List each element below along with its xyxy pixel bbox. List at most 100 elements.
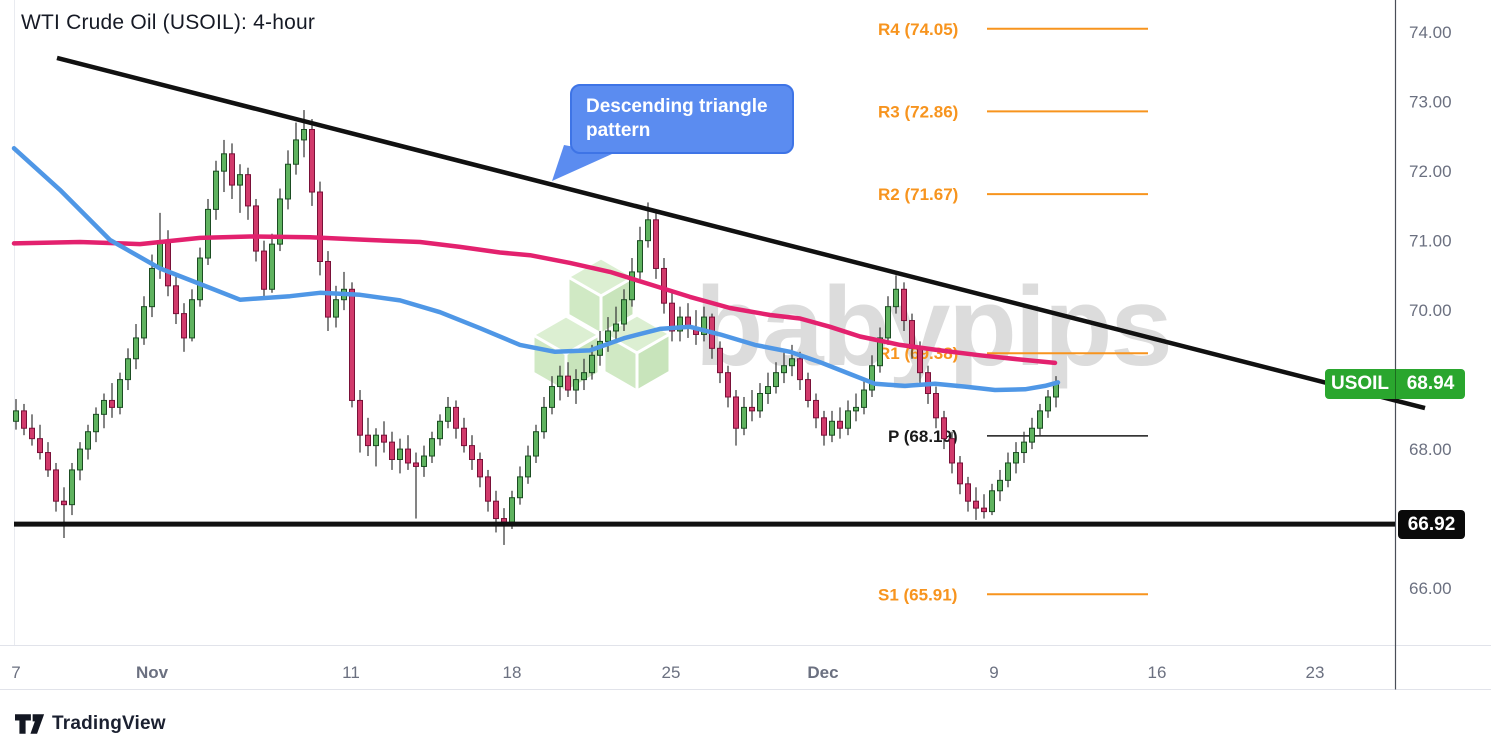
candle-body xyxy=(805,379,811,401)
candle-body xyxy=(797,358,803,381)
candle-body xyxy=(541,406,547,433)
fast-ma-line xyxy=(11,146,1061,393)
candle-body xyxy=(501,518,507,523)
candle-body xyxy=(1037,410,1043,429)
candle-body xyxy=(1053,383,1059,398)
candle-body xyxy=(365,434,371,447)
candle-body xyxy=(853,406,859,412)
candle-body xyxy=(941,417,947,440)
candle-body xyxy=(21,410,27,429)
babypips-watermark: babypips xyxy=(529,256,1173,395)
candle-body xyxy=(285,163,291,200)
candle-body xyxy=(437,420,443,440)
candle-body xyxy=(773,372,779,388)
time-tick-Nov: Nov xyxy=(136,663,169,682)
candle-body xyxy=(469,445,475,461)
candle-body xyxy=(637,240,643,273)
candle-body xyxy=(869,365,875,391)
candle-body xyxy=(837,420,843,429)
candle-body xyxy=(309,128,315,193)
candle-body xyxy=(157,240,163,269)
candle-body xyxy=(733,396,739,429)
pivot-label-s1: S1 (65.91) xyxy=(878,585,957,604)
candle-body xyxy=(125,358,131,381)
candle-body xyxy=(509,497,515,523)
candle-body xyxy=(405,448,411,464)
symbol-price-badge: USOIL 68.94 xyxy=(1325,369,1465,399)
candle-body xyxy=(653,219,659,269)
candle-body xyxy=(573,379,579,391)
price-tick-72.00: 72.00 xyxy=(1409,162,1452,181)
candle-body xyxy=(517,476,523,499)
candle-body xyxy=(109,399,115,408)
candle-body xyxy=(165,240,171,287)
candle-body xyxy=(861,389,867,408)
candle-body xyxy=(821,417,827,436)
candle-body xyxy=(845,410,851,429)
candle-body xyxy=(461,427,467,447)
candle-body xyxy=(293,139,299,165)
candle-body xyxy=(485,476,491,502)
candle-body xyxy=(197,257,203,301)
candle-body xyxy=(13,410,19,422)
time-tick-23: 23 xyxy=(1306,663,1325,682)
candle-body xyxy=(357,399,363,436)
candle-body xyxy=(253,205,259,252)
candle-body xyxy=(613,323,619,332)
candle-body xyxy=(741,406,747,429)
candle-body xyxy=(61,500,67,506)
candle-body xyxy=(37,438,43,454)
candle-body xyxy=(957,462,963,485)
time-tick-16: 16 xyxy=(1148,663,1167,682)
candle-body xyxy=(765,386,771,395)
candle-body xyxy=(93,413,99,433)
candle-body xyxy=(77,448,83,471)
candle-body xyxy=(645,219,651,242)
candle-body xyxy=(381,434,387,443)
price-tick-68.00: 68.00 xyxy=(1409,440,1452,459)
candle-body xyxy=(701,316,707,335)
candle-body xyxy=(101,399,107,415)
candle-body xyxy=(997,479,1003,492)
symbol-badge-value: 68.94 xyxy=(1406,373,1455,394)
candle-body xyxy=(949,438,955,464)
candle-body xyxy=(421,455,427,467)
time-tick-18: 18 xyxy=(503,663,522,682)
tradingview-logo-text: TradingView xyxy=(52,713,166,734)
candle-body xyxy=(53,469,59,502)
candle-body xyxy=(829,420,835,436)
candle-body xyxy=(901,288,907,322)
candle-body xyxy=(237,174,243,186)
candle-body xyxy=(1021,441,1027,454)
candle-body xyxy=(389,441,395,461)
candle-body xyxy=(477,459,483,478)
candle-body xyxy=(453,406,459,429)
candle-body xyxy=(189,299,195,339)
candle-body xyxy=(885,306,891,339)
candle-body xyxy=(69,469,75,506)
candle-body xyxy=(669,302,675,332)
candle-body xyxy=(605,330,611,342)
candle-body xyxy=(717,347,723,374)
candle-body xyxy=(45,452,51,471)
pivot-label-p: P (68.19) xyxy=(888,427,958,446)
candle-body xyxy=(789,358,795,367)
candle-body xyxy=(893,288,899,308)
callout-tail xyxy=(552,145,612,181)
candle-body xyxy=(965,483,971,502)
pivot-label-r4: R4 (74.05) xyxy=(878,20,958,39)
time-tick-Dec: Dec xyxy=(807,663,838,682)
price-tick-70.00: 70.00 xyxy=(1409,301,1452,320)
callout-descending-triangle[interactable]: Descending triangle pattern xyxy=(570,84,794,154)
candle-body xyxy=(325,260,331,318)
candle-body xyxy=(349,288,355,401)
candle-body xyxy=(749,406,755,412)
tradingview-attribution[interactable]: TradingView xyxy=(15,713,166,735)
descending-trendline[interactable] xyxy=(56,55,1426,411)
candle-body xyxy=(29,427,35,440)
candle-body xyxy=(549,386,555,408)
candle-body xyxy=(397,448,403,461)
candle-body xyxy=(1005,462,1011,481)
price-tick-66.00: 66.00 xyxy=(1409,579,1452,598)
